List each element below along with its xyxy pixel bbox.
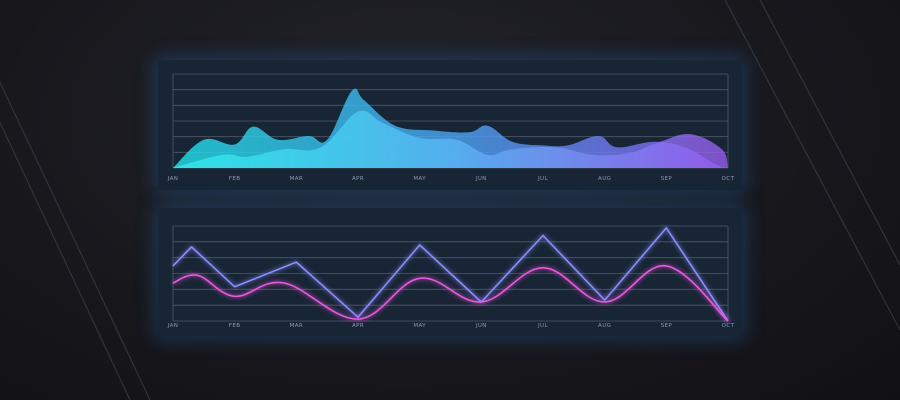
x-tick-label: JUN [475, 323, 487, 329]
x-tick-label: JUL [537, 176, 548, 182]
backdrop-diagonal-line [759, 0, 900, 266]
area-chart-series [173, 88, 728, 168]
area-chart: JAN FEB MAR APR MAY JUN JUL AUG SEP OCT [167, 73, 735, 182]
x-tick-label: MAY [413, 176, 426, 182]
x-tick-label: JUL [537, 323, 548, 329]
area-series-1 [173, 88, 728, 168]
x-tick-label: SEP [661, 176, 673, 182]
backdrop-diagonal-line [0, 80, 151, 400]
backdrop-diagonal-line [724, 0, 900, 331]
line-chart-x-ticks: JAN FEB MAR APR MAY JUN JUL AUG SEP OCT [167, 323, 735, 329]
line-series-1 [172, 227, 729, 322]
area-series-2 [173, 110, 728, 168]
x-tick-label: OCT [722, 323, 735, 329]
x-tick-label: AUG [598, 176, 611, 182]
x-tick-label: MAR [290, 176, 304, 182]
x-tick-label: JUN [475, 176, 487, 182]
x-tick-label: APR [352, 176, 364, 182]
x-tick-label: JAN [167, 176, 179, 182]
backdrop-diagonal-line [0, 121, 131, 400]
x-tick-label: AUG [598, 323, 611, 329]
x-tick-label: JAN [167, 323, 179, 329]
area-chart-x-ticks: JAN FEB MAR APR MAY JUN JUL AUG SEP OCT [167, 176, 735, 182]
x-tick-label: MAR [290, 323, 304, 329]
x-tick-label: SEP [661, 323, 673, 329]
line-chart: JAN FEB MAR APR MAY JUN JUL AUG SEP OCT [167, 225, 735, 329]
line-chart-series [172, 227, 729, 322]
x-tick-label: FEB [229, 323, 241, 329]
x-tick-label: APR [352, 323, 364, 329]
x-tick-label: OCT [722, 176, 735, 182]
line-series-2 [172, 265, 729, 322]
x-tick-label: FEB [229, 176, 241, 182]
x-tick-label: MAY [413, 323, 426, 329]
